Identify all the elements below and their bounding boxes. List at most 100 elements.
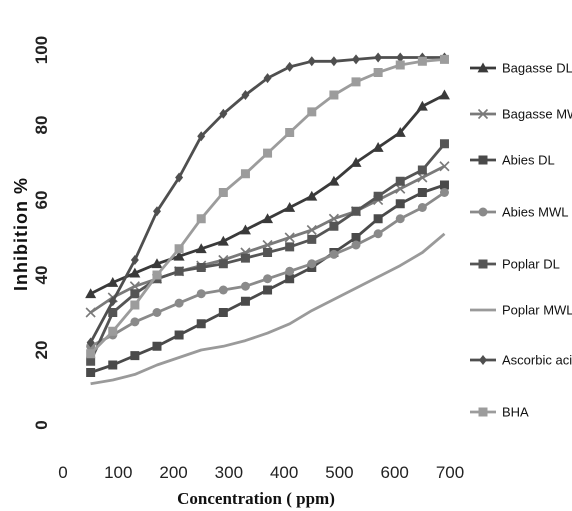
legend-label: Poplar MWL	[502, 303, 572, 318]
data-point-bha	[86, 349, 96, 359]
data-point-abies-dl	[218, 308, 228, 317]
legend-label: Bagasse MWL	[502, 107, 572, 122]
data-point-poplar-dl	[240, 253, 250, 263]
legend-marker	[478, 207, 488, 217]
data-point-abies-dl	[351, 233, 361, 242]
data-point-poplar-dl	[218, 259, 228, 269]
data-point-ascorbic-acid	[86, 337, 95, 348]
data-point-ascorbic-acid	[152, 206, 161, 217]
data-point-bha	[439, 54, 449, 64]
data-point-poplar-dl	[196, 263, 206, 272]
data-point-ascorbic-acid	[374, 52, 383, 63]
data-point-bha	[218, 188, 228, 197]
data-point-ascorbic-acid	[307, 56, 316, 67]
data-point-abies-dl	[285, 274, 295, 284]
data-point-ascorbic-acid	[130, 255, 139, 265]
data-point-bha	[152, 270, 162, 280]
data-point-bagasse-dl	[306, 190, 318, 201]
data-point-bagasse-dl	[129, 267, 141, 278]
data-point-bagasse-dl	[195, 243, 207, 254]
data-point-abies-dl	[395, 199, 405, 209]
data-point-abies-mwl	[240, 281, 250, 291]
data-point-abies-dl	[240, 296, 250, 306]
legend-label: Ascorbic acid	[502, 353, 572, 368]
data-point-abies-mwl	[152, 308, 162, 317]
x-tick-label: 600	[381, 463, 409, 482]
data-point-bagasse-dl	[284, 202, 296, 212]
data-point-poplar-dl	[86, 356, 96, 366]
data-point-abies-dl	[130, 351, 140, 361]
data-point-abies-dl	[196, 319, 206, 329]
legend-label: Bagasse DL	[502, 61, 572, 76]
y-tick-label: 20	[32, 341, 51, 360]
data-point-bagasse-dl	[350, 157, 362, 167]
data-point-bagasse-mwl	[284, 232, 295, 243]
data-point-bha	[329, 90, 339, 100]
x-tick-label: 0	[58, 463, 67, 482]
data-point-abies-mwl	[373, 229, 383, 239]
legend-item-abies-mwl: Abies MWL	[470, 205, 568, 220]
data-point-poplar-dl	[285, 242, 295, 252]
y-tick-label: 60	[32, 191, 51, 210]
data-point-bha	[351, 77, 361, 87]
legend-marker	[478, 155, 488, 165]
data-point-poplar-dl	[351, 206, 361, 216]
data-point-abies-dl	[86, 368, 96, 377]
data-point-poplar-dl	[373, 191, 383, 201]
legend-label: BHA	[502, 405, 529, 420]
legend-item-ascorbic-acid: Ascorbic acid	[470, 353, 572, 368]
y-tick-label: 100	[32, 36, 51, 64]
legend-item-poplar-mwl: Poplar MWL	[470, 303, 572, 318]
data-point-bagasse-dl	[173, 250, 185, 261]
x-tick-label: 700	[436, 463, 464, 482]
data-point-bagasse-mwl	[439, 161, 450, 172]
legend-marker	[478, 259, 488, 269]
data-point-ascorbic-acid	[108, 296, 117, 307]
data-point-abies-mwl	[218, 285, 228, 295]
data-point-poplar-dl	[395, 176, 405, 186]
data-point-poplar-dl	[307, 234, 317, 244]
axes: 0 20 40 60 80 100 0 100 200 300 400 500 600 700	[32, 36, 464, 482]
data-point-ascorbic-acid	[263, 73, 272, 84]
series-line-poplar-mwl	[90, 232, 446, 386]
data-point-ascorbic-acid	[329, 56, 338, 67]
data-point-abies-dl	[263, 285, 273, 295]
data-point-abies-mwl	[439, 188, 449, 197]
data-point-abies-mwl	[130, 317, 140, 327]
data-point-abies-mwl	[395, 214, 405, 224]
data-point-bagasse-dl	[151, 258, 163, 269]
data-point-abies-mwl	[351, 240, 361, 250]
data-point-bagasse-dl	[262, 213, 274, 224]
legend-marker	[479, 355, 487, 365]
data-point-abies-dl	[373, 214, 383, 224]
data-point-bha	[240, 169, 250, 179]
data-point-ascorbic-acid	[352, 54, 361, 65]
legend: Bagasse DL Bagasse MWL Abies DL Abies MWL Po…	[470, 61, 572, 420]
data-point-abies-mwl	[263, 274, 273, 284]
legend-marker	[477, 108, 489, 120]
x-tick-label: 300	[215, 463, 243, 482]
y-tick-label: 40	[32, 266, 51, 285]
legend-item-poplar-dl: Poplar DL	[470, 257, 560, 272]
data-point-abies-mwl	[174, 298, 184, 308]
data-point-abies-mwl	[307, 259, 317, 269]
data-point-ascorbic-acid	[285, 61, 294, 72]
legend-marker	[478, 407, 488, 417]
data-point-abies-mwl	[196, 289, 206, 299]
data-point-bagasse-dl	[239, 224, 251, 235]
data-point-bha	[373, 68, 383, 77]
data-point-poplar-dl	[263, 248, 273, 257]
y-axis-title: Inhibition %	[11, 177, 31, 291]
data-point-bagasse-dl	[107, 277, 119, 287]
data-point-ascorbic-acid	[175, 172, 184, 183]
legend-label: Abies DL	[502, 153, 555, 168]
x-tick-label: 200	[159, 463, 187, 482]
data-point-bagasse-dl	[217, 235, 229, 246]
data-point-bagasse-dl	[328, 175, 340, 186]
data-point-poplar-dl	[130, 289, 140, 299]
legend-item-bha: BHA	[470, 405, 529, 420]
data-point-bha	[307, 107, 317, 117]
data-point-abies-mwl	[285, 266, 295, 276]
